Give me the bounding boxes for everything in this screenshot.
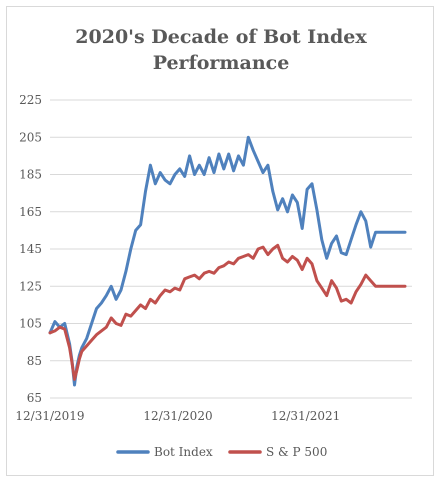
y-tick-label: 185 [19,168,42,182]
chart-title-line2: Performance [152,52,290,74]
y-tick-label: 65 [27,391,42,405]
y-tick-label: 125 [19,279,42,293]
x-tick-label: 12/31/2019 [15,409,84,423]
y-tick-label: 165 [19,205,42,219]
x-tick-label: 12/31/2020 [143,409,212,423]
y-tick-label: 145 [19,242,42,256]
y-tick-label: 225 [19,93,42,107]
legend-label: Bot Index [154,445,213,459]
x-tick-label: 12/31/2021 [271,409,340,423]
chart-title-line1: 2020's Decade of Bot Index [75,26,367,48]
series-line-s-p-500 [48,243,407,381]
y-tick-label: 105 [19,317,42,331]
y-tick-label: 205 [19,130,42,144]
legend-label: S & P 500 [266,445,327,459]
series-line-bot-index [48,135,407,387]
y-tick-label: 85 [27,354,42,368]
chart-title: 2020's Decade of Bot Index Performance [0,24,442,76]
